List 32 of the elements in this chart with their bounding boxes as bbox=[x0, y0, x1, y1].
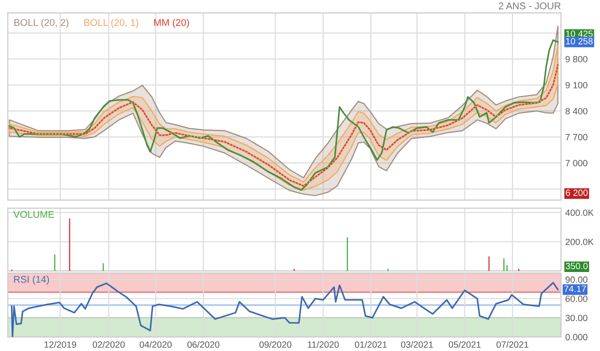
text: 6 200 bbox=[566, 190, 588, 196]
x-tick-label: 04/2020 bbox=[140, 341, 172, 348]
y-tick-label: 60.00 bbox=[566, 296, 588, 302]
x-tick-label: 12/2019 bbox=[44, 341, 76, 348]
x-tick-label: 11/2020 bbox=[308, 341, 339, 348]
chart-subtitle: 2 ANS - JOUR bbox=[498, 2, 561, 10]
y-tick-label: 9 800 bbox=[566, 56, 588, 62]
y-tick-label: 400.0K bbox=[565, 209, 594, 216]
y-tick-label: 9 100 bbox=[566, 82, 588, 88]
annotation: 74.17 bbox=[564, 286, 586, 292]
x-tick-label: 03/2021 bbox=[401, 341, 433, 348]
y-tick-label: 7 000 bbox=[566, 160, 588, 166]
text: BOLL (20, 1) bbox=[84, 18, 138, 28]
text: MM (20) bbox=[154, 18, 189, 28]
chart-title: RSI (14) bbox=[14, 276, 49, 285]
y-tick-label: 7 700 bbox=[566, 134, 588, 140]
text: 350.0 bbox=[566, 262, 588, 270]
text: 10 425 bbox=[566, 30, 593, 37]
x-tick-label: 05/2021 bbox=[448, 341, 481, 348]
text: BOLL (20, 2) bbox=[14, 18, 68, 28]
x-tick-label: 06/2020 bbox=[187, 341, 220, 348]
y-tick-label: 0.000 bbox=[566, 334, 588, 340]
text: 10 258 bbox=[566, 38, 593, 44]
y-tick-label: 8 400 bbox=[566, 108, 588, 114]
chart-title: VOLUME bbox=[13, 210, 54, 218]
y-tick-label: 200.0K bbox=[566, 238, 594, 246]
y-tick-label: 90.00 bbox=[566, 276, 588, 283]
x-tick-label: 07/2021 bbox=[496, 341, 528, 348]
x-tick-label: 01/2021 bbox=[354, 341, 387, 348]
x-tick-label: 09/2020 bbox=[259, 341, 292, 348]
x-tick-label: 02/2020 bbox=[92, 341, 125, 348]
y-tick-label: 30.00 bbox=[566, 314, 588, 322]
